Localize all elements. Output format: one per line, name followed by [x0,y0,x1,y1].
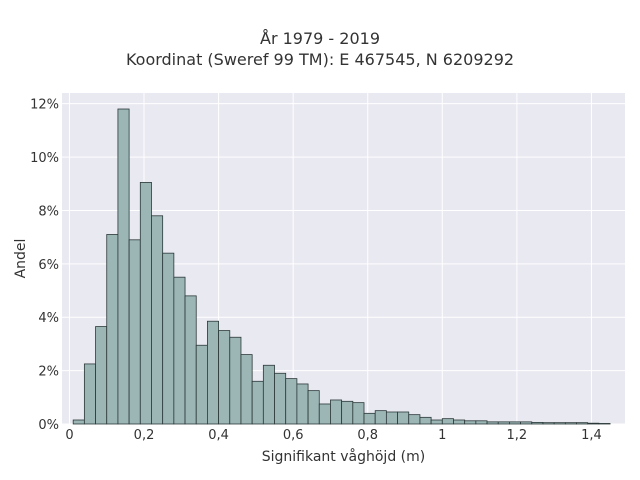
x-tick-label: 0,2 [134,428,155,443]
histogram-bar [184,295,197,425]
histogram-bar [128,239,141,425]
y-tick-label: 4% [38,311,59,326]
x-tick-label: 1 [438,428,446,443]
x-tick-label: 0,8 [357,428,378,443]
histogram-bar [441,418,454,425]
histogram-bar [162,252,175,425]
histogram-bar [95,326,108,425]
histogram-bar [385,411,398,425]
histogram-bar [139,182,152,425]
x-axis-label: Signifikant våghöjd (m) [262,448,425,465]
histogram-bar [408,414,421,425]
y-tick-label: 6% [38,258,59,273]
histogram-bar [598,423,611,425]
chart-subtitle: Koordinat (Sweref 99 TM): E 467545, N 62… [125,50,515,69]
histogram-bar [151,215,164,425]
y-tick-label: 8% [38,204,59,219]
x-tick-label: 1,4 [581,428,602,443]
chart-title: År 1979 - 2019 [260,29,380,48]
histogram-bar [72,419,85,425]
histogram-bar [363,412,376,425]
histogram-bar [274,372,287,425]
histogram-bar [296,383,309,425]
histogram-bar [542,422,555,425]
histogram-bar [285,378,298,425]
histogram-bar [318,403,331,425]
histogram-bar [430,419,443,425]
histogram-bar [464,420,477,425]
histogram-bar [207,320,219,425]
histogram-bar [218,330,231,425]
x-tick-label: 0,6 [283,428,304,443]
y-axis-label: Andel [13,239,29,279]
histogram-bar [486,421,499,425]
histogram-bar [307,390,320,425]
histogram-bar [531,421,544,425]
histogram-bar [117,108,130,425]
histogram-bar [330,399,343,425]
histogram-bar [520,421,533,425]
x-tick-label: 0,4 [208,428,229,443]
histogram-bar [251,380,264,425]
histogram-bar [564,422,577,425]
histogram-bar [509,421,522,425]
histogram-bar [397,411,410,425]
x-tick-label: 1,2 [507,428,528,443]
histogram-bar [229,336,242,425]
histogram-bars [72,108,611,425]
histogram-bar [341,400,354,425]
y-tick-label: 0% [38,418,59,433]
histogram-bar [587,422,600,425]
histogram-bar [374,410,387,425]
histogram-bar [475,420,488,425]
histogram-bar [453,419,466,425]
y-tick-label: 10% [30,151,59,166]
x-tick-label: 0 [65,428,73,443]
y-axis-ticks: 0% 2% 4% 6% 8% 10% 12% [30,98,59,433]
histogram-bar [553,422,566,425]
histogram-bar [195,344,208,425]
y-tick-label: 2% [38,365,59,380]
x-axis-ticks: 0 0,2 0,4 0,6 0,8 1 1,2 1,4 [65,428,601,443]
histogram-bar [419,416,432,425]
histogram-bar [173,276,186,425]
histogram-bar [240,354,253,425]
y-tick-label: 12% [30,98,59,113]
histogram-bar [352,402,365,425]
histogram-bar [106,234,119,425]
histogram-bar [576,422,589,425]
histogram-bar [262,364,275,425]
histogram-bar [83,363,96,425]
histogram-bar [497,421,510,425]
